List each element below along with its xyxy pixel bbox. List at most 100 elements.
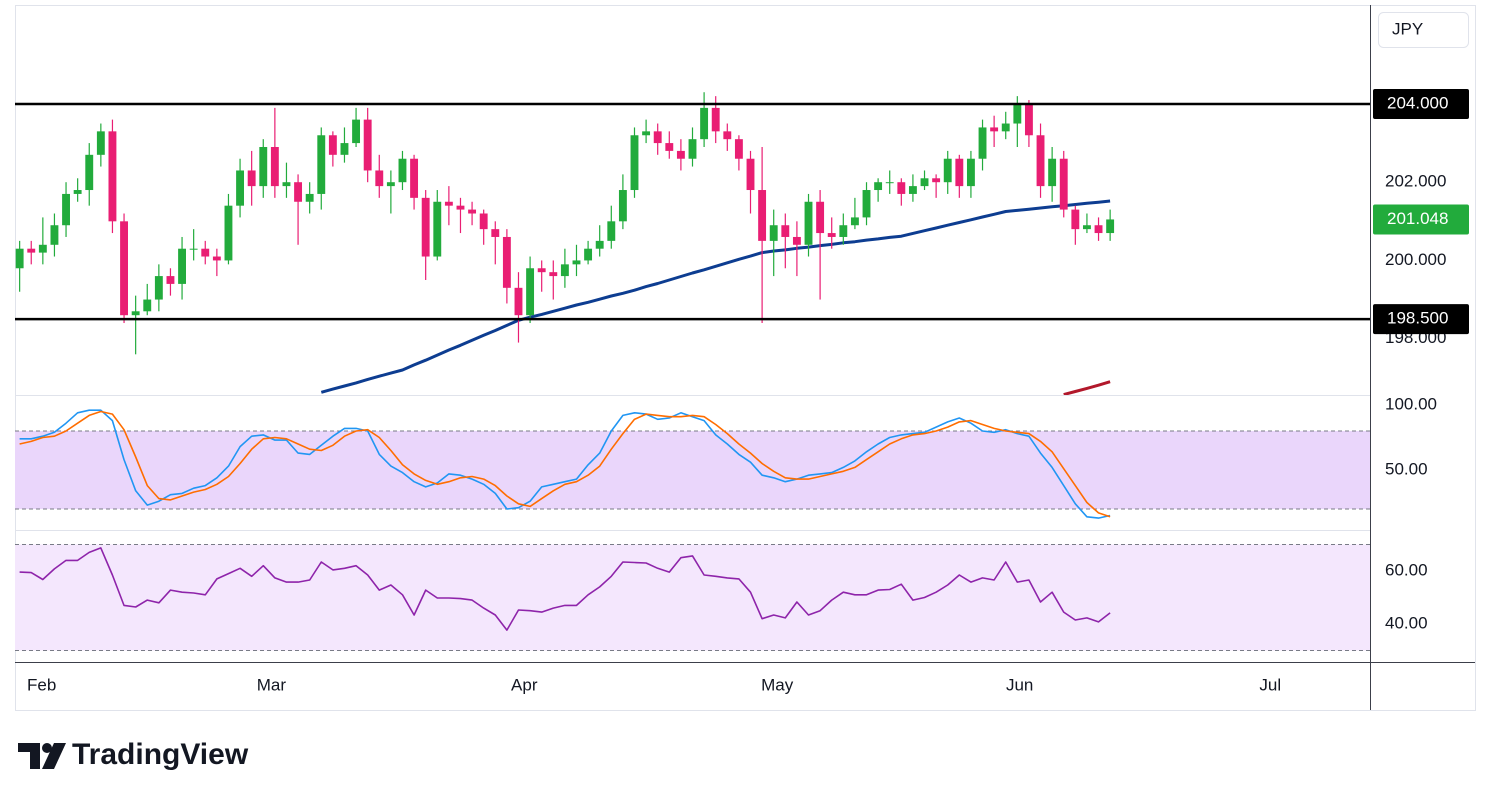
candle-body	[607, 221, 616, 241]
candle-body	[537, 268, 546, 273]
candle-body	[734, 139, 743, 159]
x-tick-label: Jul	[1259, 675, 1281, 694]
candle-body	[792, 236, 801, 245]
candle-body	[1106, 219, 1115, 234]
candle-body	[781, 225, 790, 237]
x-tick-label: May	[761, 675, 794, 694]
candle-body	[827, 233, 836, 237]
candle-body	[920, 178, 929, 187]
x-tick-label: Feb	[27, 675, 56, 694]
candle-body	[653, 131, 662, 144]
candle-body	[839, 225, 848, 237]
y-tick-label: 202.000	[1385, 172, 1446, 191]
candle-body	[1048, 158, 1057, 187]
candle-body	[978, 127, 987, 159]
y-tick-label: 50.00	[1385, 459, 1428, 478]
candle-body	[943, 158, 952, 183]
candle-body	[955, 158, 964, 187]
candle-body	[850, 217, 859, 226]
candle-body	[711, 107, 720, 132]
candle-body	[201, 248, 210, 257]
candle-body	[595, 240, 604, 249]
candle-body	[502, 236, 511, 288]
x-tick-label: Apr	[511, 675, 538, 694]
candle-body	[410, 158, 419, 198]
candle-body	[491, 229, 500, 237]
y-tick-label: 200.000	[1385, 250, 1446, 269]
candle-body	[642, 131, 651, 136]
candle-body	[456, 205, 465, 210]
candle-body	[468, 209, 477, 214]
candle-body	[1059, 158, 1068, 210]
y-tick-label: 40.00	[1385, 613, 1428, 632]
stochastic-line	[19, 410, 1111, 518]
currency-box[interactable]	[1378, 12, 1469, 48]
candle-body	[38, 244, 47, 253]
rsi-line	[19, 547, 1111, 631]
candle-body	[723, 131, 732, 140]
candle-body	[816, 201, 825, 234]
candle-body	[862, 190, 871, 218]
candle-body	[340, 143, 349, 155]
candle-body	[236, 170, 245, 206]
candle-body	[305, 193, 314, 202]
level-label-box	[1373, 88, 1469, 119]
candle-body	[433, 201, 442, 257]
candle-body	[1094, 225, 1103, 234]
candle-body	[688, 139, 697, 159]
logo-shape	[42, 743, 66, 769]
candle-body	[62, 193, 70, 226]
candle-body	[178, 248, 186, 284]
y-tick-label: 60.00	[1385, 560, 1428, 579]
candle-body	[363, 119, 372, 171]
candle-body	[120, 221, 128, 316]
candle-body	[804, 201, 813, 245]
candle-body	[212, 256, 221, 261]
band-fill	[15, 431, 1370, 510]
x-tick-label: Mar	[257, 675, 287, 694]
logo-shape	[42, 743, 52, 753]
candle-body	[96, 131, 105, 155]
candle-body	[479, 213, 488, 230]
logo-shape	[18, 743, 40, 769]
candle-body	[618, 190, 627, 222]
candle-body	[131, 311, 140, 316]
last-price-box	[1373, 204, 1469, 235]
candle-body	[584, 248, 593, 261]
candle-body	[769, 225, 778, 241]
candle-body	[166, 276, 175, 284]
candle-body	[247, 170, 256, 187]
candle-body	[526, 268, 535, 316]
candle-body	[85, 154, 94, 191]
candle-body	[746, 158, 755, 191]
candle-body	[386, 182, 395, 187]
stochastic-pane	[15, 409, 1370, 519]
candle-body	[700, 107, 709, 140]
candle-body	[630, 135, 639, 191]
candle-body	[1001, 123, 1010, 132]
y-tick-label: 100.00	[1385, 394, 1437, 413]
candle-body	[549, 272, 558, 277]
candle-body	[398, 158, 407, 183]
candle-body	[294, 182, 303, 202]
last-price-label: 201.048	[1387, 209, 1448, 228]
candle-body	[270, 146, 279, 187]
moving-average	[320, 199, 1111, 394]
candle-body	[1082, 225, 1091, 230]
candle-body	[1024, 103, 1033, 136]
candle-body	[259, 146, 268, 187]
candle-body	[758, 190, 767, 241]
candle-body	[421, 197, 430, 257]
candle-body	[665, 143, 674, 151]
candle-body	[282, 182, 291, 187]
candle-body	[885, 182, 894, 184]
candle-body	[317, 135, 326, 194]
candle-body	[73, 190, 82, 194]
candle-body	[572, 260, 581, 265]
candle-body	[108, 131, 117, 222]
candle-body	[328, 135, 337, 155]
currency: JPY	[1392, 19, 1423, 38]
x-tick-label: Jun	[1006, 675, 1033, 694]
